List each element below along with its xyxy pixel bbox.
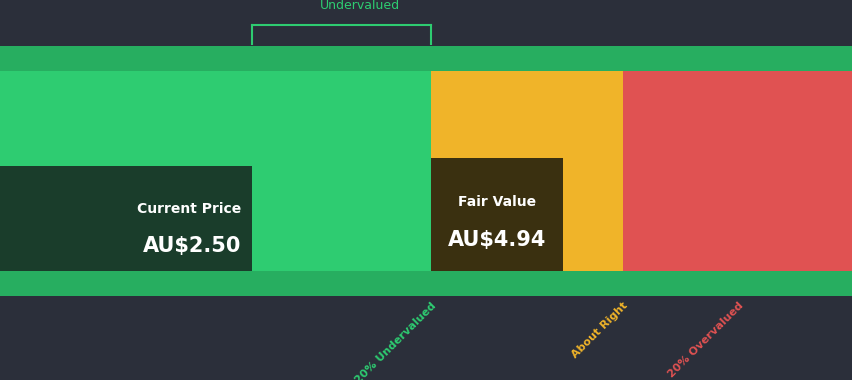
- Text: AU$4.94: AU$4.94: [447, 230, 545, 250]
- Bar: [430, 158, 562, 271]
- Bar: [430, 46, 622, 296]
- Text: 20% Overvalued: 20% Overvalued: [665, 300, 744, 379]
- Bar: [622, 46, 852, 296]
- Bar: [622, 271, 852, 296]
- Text: 20% Undervalued: 20% Undervalued: [353, 300, 437, 380]
- Bar: [430, 46, 622, 71]
- Bar: [0, 46, 430, 71]
- Bar: [0, 166, 251, 271]
- Bar: [0, 271, 430, 296]
- Text: Fair Value: Fair Value: [458, 195, 535, 209]
- Text: About Right: About Right: [569, 300, 629, 360]
- Bar: [622, 46, 852, 71]
- Text: AU$2.50: AU$2.50: [143, 236, 241, 256]
- Bar: [0, 46, 430, 296]
- Bar: [430, 271, 622, 296]
- Text: Undervalued: Undervalued: [320, 0, 400, 12]
- Text: Current Price: Current Price: [137, 202, 241, 215]
